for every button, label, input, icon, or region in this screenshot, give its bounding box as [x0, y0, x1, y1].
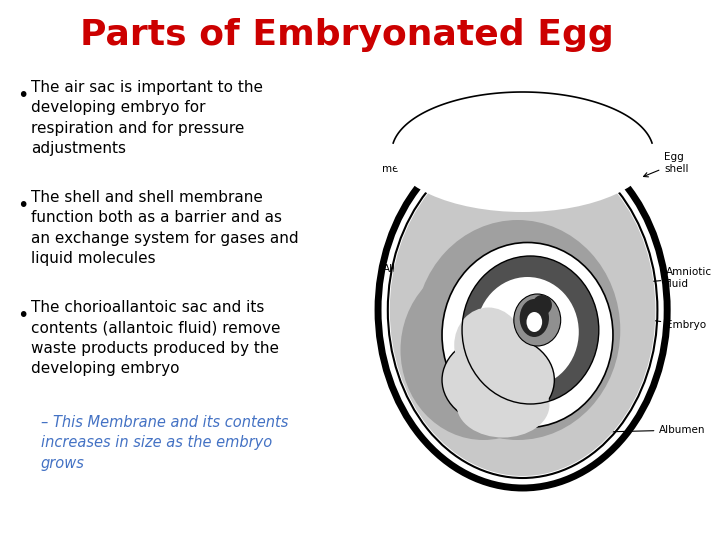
Ellipse shape	[415, 220, 621, 440]
Text: Parts of Embryonated Egg: Parts of Embryonated Egg	[80, 18, 613, 52]
Ellipse shape	[442, 242, 613, 428]
Text: •: •	[17, 306, 29, 325]
Text: Shell
membrane: Shell membrane	[382, 152, 448, 181]
Text: The chorioallantoic sac and its
contents (allantoic fluid) remove
waste products: The chorioallantoic sac and its contents…	[31, 300, 281, 376]
Ellipse shape	[390, 144, 655, 476]
Text: Embryo: Embryo	[639, 317, 706, 330]
Ellipse shape	[532, 295, 552, 315]
Ellipse shape	[476, 277, 579, 387]
Ellipse shape	[462, 256, 599, 404]
Ellipse shape	[378, 132, 667, 488]
Text: Amniotic
fluid: Amniotic fluid	[639, 267, 712, 289]
Ellipse shape	[526, 312, 542, 332]
Ellipse shape	[454, 307, 523, 382]
Ellipse shape	[520, 299, 549, 337]
Ellipse shape	[456, 373, 549, 437]
Text: Albumen: Albumen	[605, 425, 706, 435]
Text: – This Membrane and its contents
increases in size as the embryo
grows: – This Membrane and its contents increas…	[41, 415, 289, 471]
Text: Allantoic
fluid: Allantoic fluid	[383, 264, 441, 286]
Ellipse shape	[392, 92, 654, 212]
Text: •: •	[17, 86, 29, 105]
Ellipse shape	[400, 260, 567, 440]
Text: •: •	[17, 196, 29, 215]
Ellipse shape	[442, 335, 554, 425]
Text: The air sac is important to the
developing embryo for
respiration and for pressu: The air sac is important to the developi…	[31, 80, 264, 156]
Text: The shell and shell membrane
function both as a barrier and as
an exchange syste: The shell and shell membrane function bo…	[31, 190, 299, 266]
Text: Yolk: Yolk	[434, 380, 464, 398]
Text: Air sac: Air sac	[513, 157, 548, 167]
Ellipse shape	[514, 294, 561, 346]
Text: Egg
shell: Egg shell	[644, 152, 689, 177]
